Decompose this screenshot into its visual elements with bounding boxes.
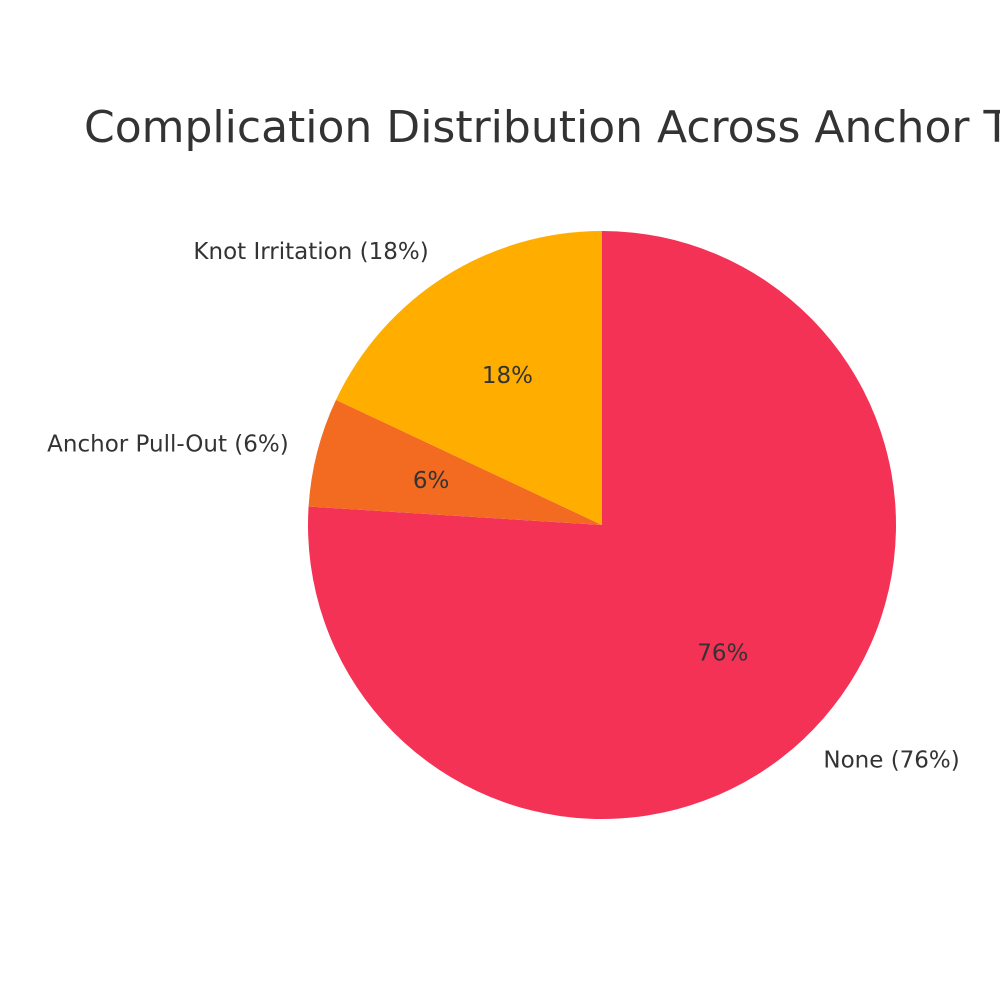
slice-category-label: None (76%): [823, 748, 959, 774]
chart-title: Complication Distribution Across Anchor …: [84, 102, 1000, 153]
slice-category-label: Knot Irritation (18%): [193, 239, 428, 265]
slice-percent-label: 6%: [413, 468, 450, 494]
pie-slice-anchor-pull-out-6: [308, 399, 602, 525]
pie-slice-knot-irritation-18: [335, 230, 602, 525]
pie-slices: [308, 230, 897, 819]
slice-percent-label: 76%: [697, 641, 748, 667]
slice-percent-label: 18%: [482, 363, 533, 389]
pie-labels: 76% None (76%) 6% Anchor Pull-Out (6%) 18% Kn…: [47, 239, 960, 774]
slice-category-label: Anchor Pull-Out (6%): [47, 432, 289, 458]
